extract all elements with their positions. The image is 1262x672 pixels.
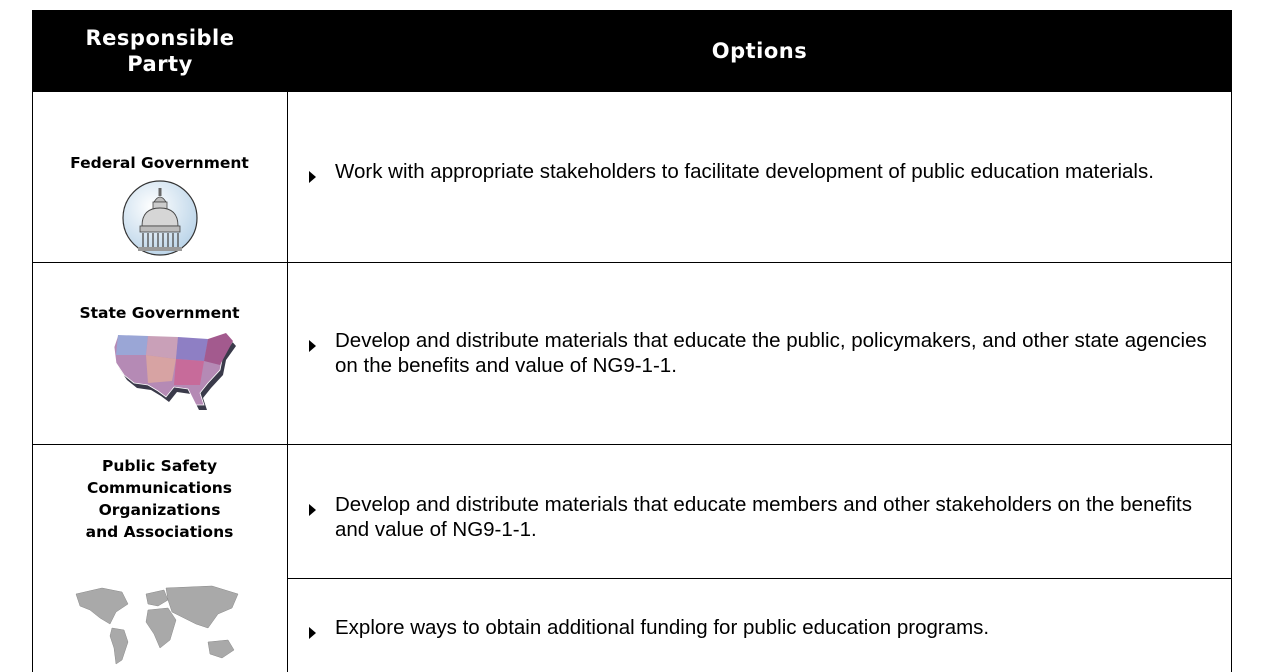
header-party: Responsible Party <box>32 10 288 92</box>
header-party-text: Responsible Party <box>85 26 235 76</box>
party-line: Organizations <box>98 501 221 519</box>
bullet <box>309 504 316 516</box>
option-text: Explore ways to obtain additional fundin… <box>335 616 990 639</box>
party-line: and Associations <box>85 523 234 541</box>
capitol-icon <box>122 180 198 256</box>
option-text: Work with appropriate stakeholders to fa… <box>335 160 1154 183</box>
party-label: Public Safety Communications Organizatio… <box>32 455 287 543</box>
header-options-text: Options <box>711 39 808 63</box>
bullet <box>309 171 316 183</box>
party-line: Public Safety <box>101 457 218 475</box>
party-line: State Government <box>79 304 240 322</box>
option-text: Develop and distribute materials that ed… <box>335 329 1207 377</box>
options-cell <box>287 578 1232 672</box>
bullet <box>309 627 316 639</box>
party-line: Federal Government <box>70 154 249 172</box>
party-label: Federal Government <box>32 152 287 174</box>
us-map-icon <box>113 332 236 410</box>
option-text: Develop and distribute materials that ed… <box>335 493 1192 541</box>
party-line: Communications <box>87 479 232 497</box>
world-map-icon <box>75 585 239 665</box>
party-label: State Government <box>32 302 287 324</box>
header-options: Options <box>287 10 1232 92</box>
bullet <box>309 340 316 352</box>
